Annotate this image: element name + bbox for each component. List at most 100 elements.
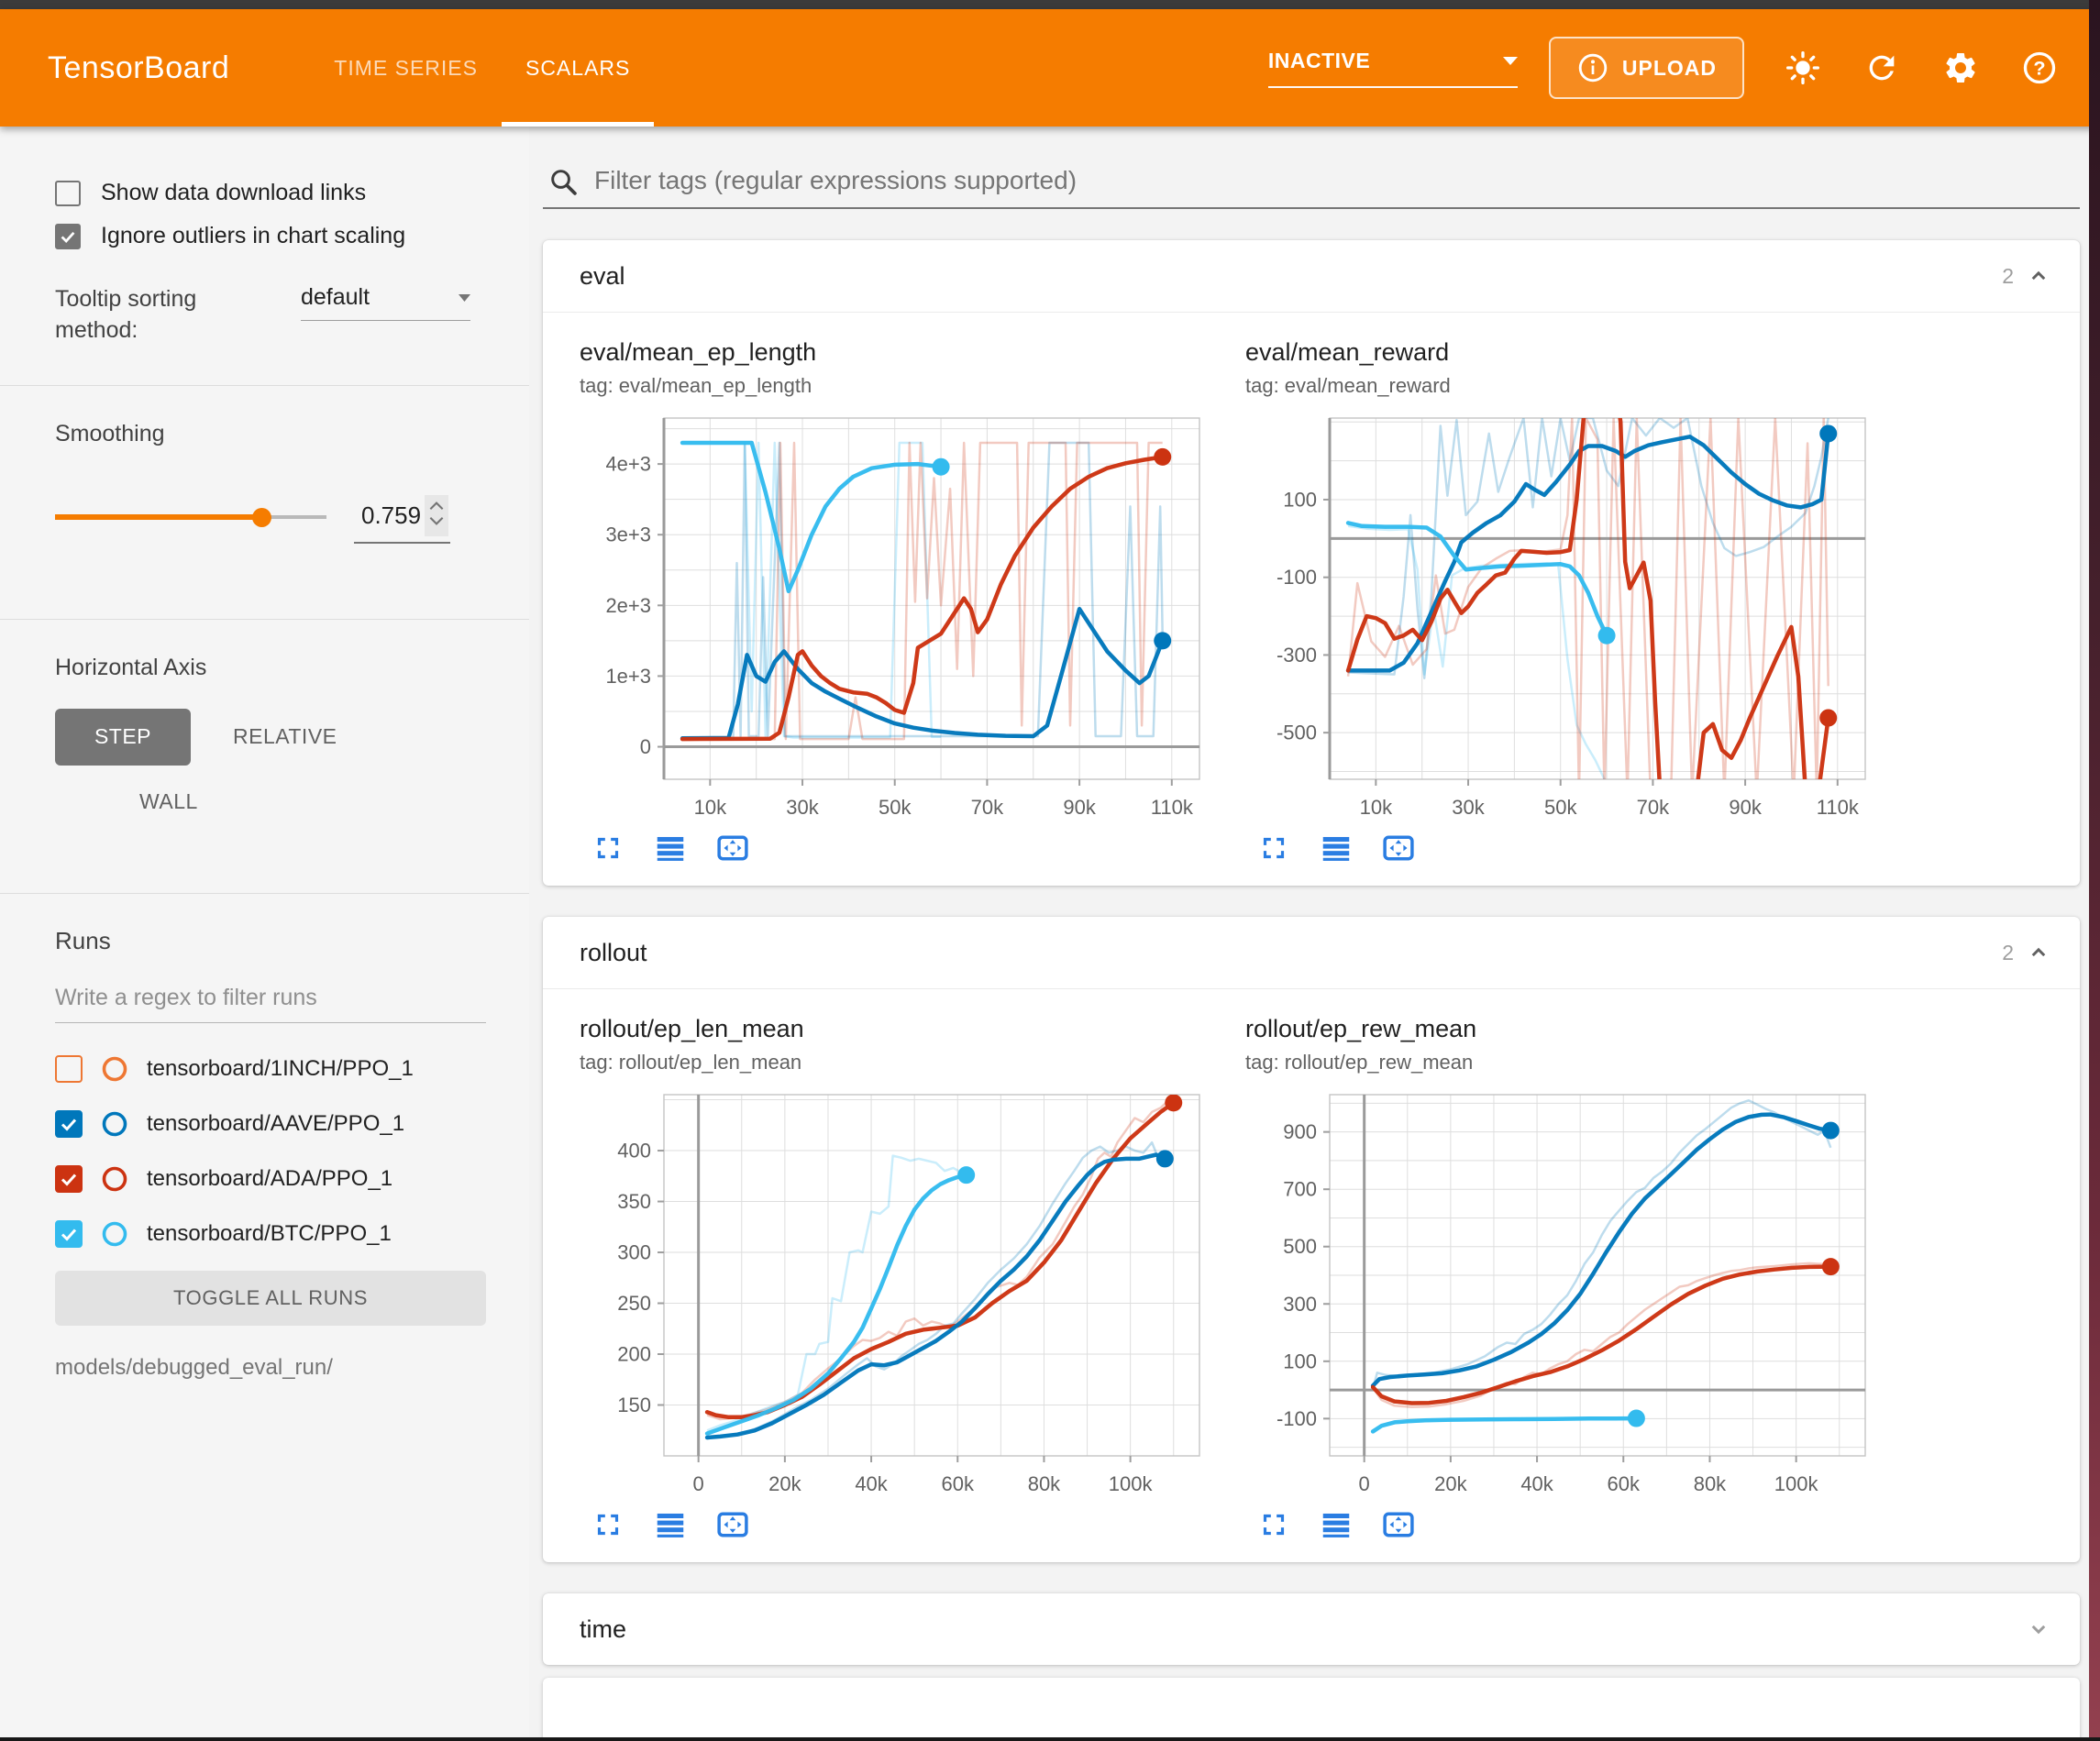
axis-relative-button[interactable]: RELATIVE xyxy=(233,724,337,748)
svg-text:30k: 30k xyxy=(786,796,819,819)
fullscreen-icon[interactable] xyxy=(591,1507,625,1542)
run-row-aave[interactable]: tensorboard/AAVE/PPO_1 xyxy=(55,1096,489,1151)
chart-card-rollout-ep-rew-mean: rollout/ep_rew_mean tag: rollout/ep_rew_… xyxy=(1245,1015,1887,1542)
svg-text:110k: 110k xyxy=(1151,796,1194,819)
window-bottom-bar xyxy=(0,1737,2100,1741)
svg-text:0: 0 xyxy=(693,1472,704,1495)
runs-list: tensorboard/1INCH/PPO_1 tensorboard/AAVE… xyxy=(55,1041,489,1262)
runs-selector-icon[interactable] xyxy=(653,831,688,865)
window-scrollbar-strip[interactable] xyxy=(2089,0,2100,1741)
svg-text:40k: 40k xyxy=(1520,1472,1553,1495)
checkbox-checked-icon xyxy=(55,223,81,249)
runs-selector-icon[interactable] xyxy=(1319,831,1354,865)
tab-time-series[interactable]: TIME SERIES xyxy=(334,55,478,80)
svg-text:0: 0 xyxy=(640,735,651,758)
upload-button-label: UPLOAD xyxy=(1621,55,1717,80)
chart-canvas-rollout-ep-rew-mean[interactable]: 0 20k 40k 60k 80k 100k -100 100 300 500 700 900 xyxy=(1245,1084,1878,1505)
run-color-circle-icon[interactable] xyxy=(101,1165,128,1193)
svg-text:100k: 100k xyxy=(1109,1472,1154,1495)
svg-text:300: 300 xyxy=(1283,1293,1317,1316)
section-eval-header[interactable]: eval 2 xyxy=(543,240,2080,313)
tooltip-sorting-label: Tooltip sorting method: xyxy=(55,286,197,343)
brightness-icon[interactable] xyxy=(1785,50,1821,86)
run-checkbox[interactable] xyxy=(55,1054,83,1083)
svg-text:50k: 50k xyxy=(879,796,912,819)
ignore-outliers-checkbox[interactable]: Ignore outliers in chart scaling xyxy=(55,223,489,249)
upload-button[interactable]: UPLOAD xyxy=(1548,37,1744,99)
svg-text:100k: 100k xyxy=(1774,1472,1819,1495)
svg-text:60k: 60k xyxy=(942,1472,975,1495)
svg-text:60k: 60k xyxy=(1608,1472,1641,1495)
app-header: TensorBoard TIME SERIES SCALARS INACTIVE… xyxy=(0,9,2100,127)
fullscreen-icon[interactable] xyxy=(1256,831,1291,865)
fit-domain-icon[interactable] xyxy=(715,1507,750,1542)
runs-selector-icon[interactable] xyxy=(653,1507,688,1542)
help-icon[interactable]: ? xyxy=(2021,50,2058,86)
svg-text:4e+3: 4e+3 xyxy=(605,453,651,476)
run-color-circle-icon[interactable] xyxy=(101,1055,128,1083)
chart-card-rollout-ep-len-mean: rollout/ep_len_mean tag: rollout/ep_len_… xyxy=(580,1015,1221,1542)
refresh-icon[interactable] xyxy=(1863,50,1900,86)
search-icon xyxy=(551,170,577,195)
svg-text:300: 300 xyxy=(617,1241,651,1264)
chart-tag: tag: rollout/ep_rew_mean xyxy=(1245,1051,1474,1074)
filter-tags-bar[interactable] xyxy=(543,165,2080,209)
run-color-circle-icon[interactable] xyxy=(101,1220,128,1248)
filter-tags-input[interactable] xyxy=(592,165,2076,196)
chevron-up-icon[interactable] xyxy=(2025,262,2052,290)
fit-domain-icon[interactable] xyxy=(1381,831,1416,865)
fullscreen-icon[interactable] xyxy=(1256,1507,1291,1542)
smoothing-slider[interactable] xyxy=(55,508,326,527)
tooltip-sorting-dropdown[interactable]: default xyxy=(301,284,470,321)
settings-gear-icon[interactable] xyxy=(1942,50,1979,86)
run-row-1inch[interactable]: tensorboard/1INCH/PPO_1 xyxy=(55,1041,489,1096)
slider-handle[interactable] xyxy=(251,508,271,527)
smoothing-label: Smoothing xyxy=(55,420,165,446)
run-checkbox[interactable] xyxy=(55,1109,83,1138)
chart-tag: tag: eval/mean_ep_length xyxy=(580,374,812,397)
run-checkbox[interactable] xyxy=(55,1219,83,1248)
toggle-all-runs-button[interactable]: TOGGLE ALL RUNS xyxy=(55,1270,486,1326)
tooltip-sorting-value: default xyxy=(301,284,370,310)
svg-text:?: ? xyxy=(2033,57,2045,80)
axis-wall-button[interactable]: WALL xyxy=(139,788,198,813)
chevron-down-icon xyxy=(1502,56,1518,65)
section-rollout-header[interactable]: rollout 2 xyxy=(543,917,2080,989)
section-time-header[interactable]: time xyxy=(543,1593,2080,1665)
status-dropdown[interactable]: INACTIVE xyxy=(1267,49,1518,88)
tab-scalars[interactable]: SCALARS xyxy=(501,9,655,127)
runs-heading: Runs xyxy=(55,926,111,954)
chart-canvas-eval-mean-reward[interactable]: 10k 30k 50k 70k 90k 110k 100 -100 -300 -500 xyxy=(1245,407,1878,829)
svg-text:3e+3: 3e+3 xyxy=(605,523,651,546)
run-color-circle-icon[interactable] xyxy=(101,1110,128,1138)
runs-selector-icon[interactable] xyxy=(1319,1507,1354,1542)
chevron-down-icon[interactable] xyxy=(2025,1615,2052,1643)
chart-count-badge: 2 xyxy=(2002,940,2014,964)
show-download-links-checkbox[interactable]: Show data download links xyxy=(55,180,489,206)
chevron-up-icon[interactable] xyxy=(2025,939,2052,966)
fit-domain-icon[interactable] xyxy=(715,831,750,865)
divider xyxy=(0,618,529,620)
svg-text:90k: 90k xyxy=(1063,796,1096,819)
fullscreen-icon[interactable] xyxy=(591,831,625,865)
run-row-btc[interactable]: tensorboard/BTC/PPO_1 xyxy=(55,1207,489,1262)
chart-canvas-eval-mean-ep-length[interactable]: 10k 30k 50k 70k 90k 110k 0 1e+3 2e+3 3e+3 4e+3 xyxy=(580,407,1212,829)
dashboard-main: eval 2 eval/mean_ep_length tag: eval/mea… xyxy=(529,127,2100,1738)
settings-sidebar: Show data download links Ignore outliers… xyxy=(0,127,529,1738)
chart-canvas-rollout-ep-len-mean[interactable]: 0 20k 40k 60k 80k 100k 150 200 250 300 350 400 xyxy=(580,1084,1212,1505)
svg-text:-500: -500 xyxy=(1277,722,1317,744)
svg-text:70k: 70k xyxy=(1637,796,1670,819)
svg-text:900: 900 xyxy=(1283,1120,1317,1143)
run-checkbox[interactable] xyxy=(55,1164,83,1193)
smoothing-value-field[interactable]: 0.759 xyxy=(354,491,451,544)
stepper-arrows-icon[interactable] xyxy=(425,494,449,536)
svg-text:80k: 80k xyxy=(1694,1472,1727,1495)
svg-text:20k: 20k xyxy=(768,1472,801,1495)
run-row-ada[interactable]: tensorboard/ADA/PPO_1 xyxy=(55,1151,489,1207)
axis-step-button[interactable]: STEP xyxy=(55,708,191,766)
info-icon xyxy=(1578,53,1608,83)
chart-title: eval/mean_ep_length xyxy=(580,338,817,366)
svg-text:0: 0 xyxy=(1359,1472,1370,1495)
runs-filter-input[interactable] xyxy=(55,978,486,1023)
fit-domain-icon[interactable] xyxy=(1381,1507,1416,1542)
